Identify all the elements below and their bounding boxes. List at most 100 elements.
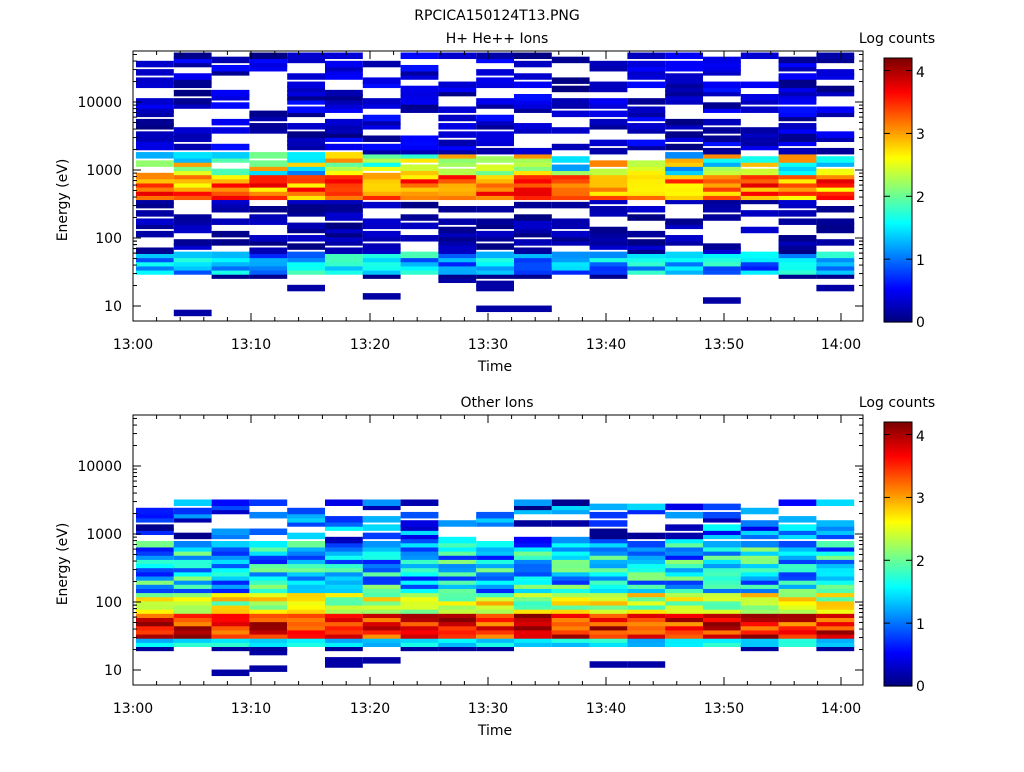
heatmap-cell <box>816 52 855 60</box>
heatmap-cell <box>627 243 666 250</box>
heatmap-cell <box>514 586 552 594</box>
heatmap-cell <box>211 599 250 606</box>
heatmap-cell <box>438 607 477 614</box>
heatmap-cell <box>136 574 174 581</box>
heatmap-cell <box>400 73 439 80</box>
heatmap-cell <box>665 152 703 159</box>
heatmap-cell <box>514 98 552 105</box>
colorbar-segment <box>884 104 912 107</box>
heatmap-cell <box>362 255 401 263</box>
heatmap-cell <box>476 549 514 556</box>
heatmap-cell <box>173 135 212 142</box>
heatmap-cell <box>816 636 855 643</box>
heatmap-cell <box>703 636 741 643</box>
heatmap-cell <box>438 611 477 618</box>
colorbar-segment <box>884 670 912 673</box>
heatmap-cell <box>325 520 363 527</box>
heatmap-cell <box>514 226 552 234</box>
heatmap-cell <box>211 582 250 589</box>
colorbar-segment <box>884 488 912 491</box>
colorbar-segment <box>884 238 912 241</box>
heatmap-cell <box>362 264 401 271</box>
heatmap-cell <box>816 160 855 167</box>
heatmap-cell <box>589 185 628 192</box>
heatmap-cell <box>589 110 628 118</box>
colorbar-segment <box>884 80 912 83</box>
colorbar-segment <box>884 218 912 221</box>
heatmap-cell <box>816 644 855 652</box>
heatmap-cell <box>476 251 514 259</box>
panel-2-colorbar-label: Log counts <box>859 395 935 411</box>
heatmap-cell <box>211 615 250 623</box>
heatmap-cell <box>816 607 855 614</box>
heatmap-cell <box>400 590 439 598</box>
heatmap-cell <box>665 628 703 635</box>
heatmap-cell <box>551 636 590 643</box>
heatmap-cell <box>136 611 174 618</box>
heatmap-cell <box>778 123 817 130</box>
heatmap-cell <box>287 540 325 548</box>
heatmap-cell <box>325 135 363 142</box>
heatmap-cell <box>665 156 703 163</box>
colorbar-segment <box>884 622 912 625</box>
heatmap-cell <box>173 181 212 188</box>
heatmap-cell <box>703 102 741 109</box>
heatmap-cell <box>627 123 666 130</box>
heatmap-cell <box>816 586 855 594</box>
heatmap-cell <box>778 540 817 548</box>
panel-2-ylabel: Energy (eV) <box>55 523 71 606</box>
heatmap-cell <box>400 511 439 519</box>
heatmap-cell <box>778 106 817 113</box>
panel-2-xtick-1340: 13:40 <box>586 701 626 717</box>
heatmap-cell <box>211 636 250 643</box>
panel-2-xtick-1320: 13:20 <box>350 701 390 717</box>
heatmap-cell <box>211 193 250 201</box>
heatmap-cell <box>287 143 325 151</box>
heatmap-cell <box>627 615 666 623</box>
heatmap-cell <box>438 619 477 627</box>
heatmap-cell <box>173 632 212 639</box>
heatmap-cell <box>325 247 363 254</box>
heatmap-cell <box>211 255 250 263</box>
heatmap-cell <box>173 540 212 548</box>
heatmap-cell <box>703 611 741 618</box>
heatmap-cell <box>287 168 325 176</box>
colorbar-segment <box>884 170 912 173</box>
colorbar-segment <box>884 674 912 677</box>
heatmap-cell <box>476 156 514 163</box>
heatmap-cell <box>438 636 477 643</box>
heatmap-cell <box>703 89 741 97</box>
heatmap-cell <box>778 60 817 68</box>
heatmap-cell <box>589 193 628 201</box>
heatmap-cell <box>287 85 325 93</box>
heatmap-cell <box>476 172 514 180</box>
colorbar-segment <box>884 202 912 205</box>
heatmap-cell <box>703 632 741 639</box>
heatmap-cell <box>514 214 552 221</box>
heatmap-cell <box>136 557 174 565</box>
heatmap-cell <box>514 264 552 271</box>
heatmap-cell <box>627 570 666 577</box>
heatmap-cell <box>665 557 703 565</box>
heatmap-cell <box>551 553 590 560</box>
heatmap-cell <box>325 259 363 267</box>
heatmap-cell <box>362 181 401 188</box>
heatmap-cell <box>551 127 590 134</box>
heatmap-cell <box>287 570 325 577</box>
heatmap-cell <box>740 264 779 271</box>
heatmap-cell <box>589 176 628 184</box>
heatmap-cell <box>816 499 855 506</box>
colorbar-segment <box>884 190 912 193</box>
heatmap-cell <box>438 189 477 196</box>
heatmap-cell <box>778 623 817 631</box>
heatmap-cell <box>476 628 514 635</box>
heatmap-cell <box>362 532 401 540</box>
heatmap-cell <box>362 640 401 648</box>
colorbar-segment <box>884 638 912 641</box>
heatmap-cell <box>400 520 439 527</box>
heatmap-cell <box>740 599 779 606</box>
heatmap-cell <box>136 644 174 652</box>
heatmap-cell <box>136 259 174 267</box>
heatmap-cell <box>362 172 401 180</box>
heatmap-cell <box>362 268 401 275</box>
